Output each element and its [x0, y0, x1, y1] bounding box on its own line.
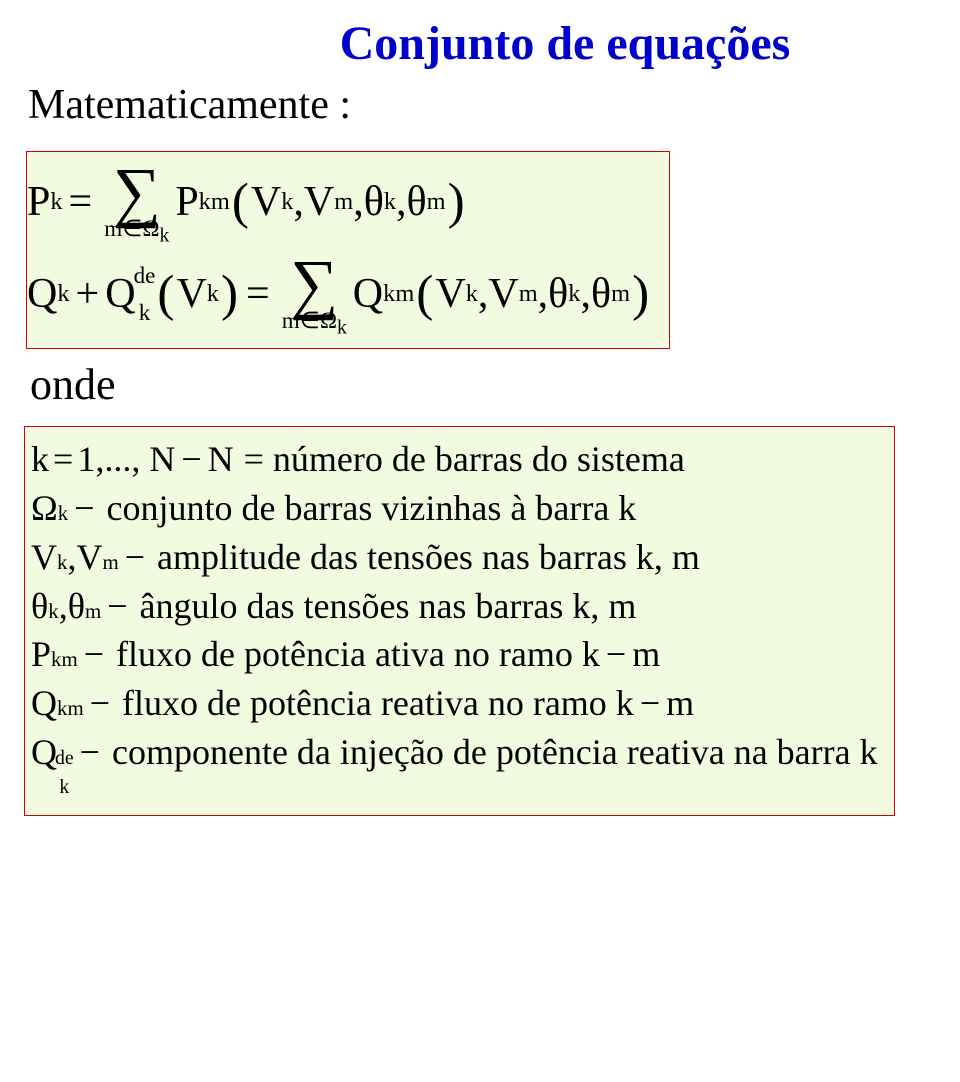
def5-dash2: −	[600, 636, 632, 673]
lparen-icon: (	[230, 179, 251, 225]
def-qkm: Qkm − fluxo de potência reativa no ramo …	[31, 685, 694, 722]
equation-2: Q k + Q de k ( Vk ) = ∑ m∈Ωk Q km ( Vk, …	[27, 256, 651, 332]
eq2-arg1: V	[435, 272, 465, 316]
eq1-arg1: V	[251, 180, 281, 224]
def6-dash: −	[84, 685, 116, 722]
comma: ,	[59, 588, 68, 625]
def3-dash: −	[119, 539, 151, 576]
def7-sub: k	[59, 779, 69, 796]
eq1-arg2: V	[304, 180, 334, 224]
slide-title: Conjunto de equações	[194, 16, 936, 71]
sum-limit-m: m	[104, 215, 122, 241]
equation-1: P k = ∑ m∈Ωk P km ( Vk, Vm, θk, θm )	[27, 164, 467, 240]
def4-text: ângulo das tensões nas barras k, m	[134, 588, 637, 625]
eq1-fun: P	[175, 180, 198, 224]
sum-limit-setsub: k	[337, 318, 347, 339]
sum-limit: m∈Ωk	[282, 309, 347, 332]
def1-text: = número de barras do sistema	[234, 441, 685, 478]
lparen-icon: (	[414, 271, 435, 317]
eq2-fun: Q	[353, 272, 383, 316]
eq2-lhs2: Q	[105, 272, 135, 316]
eq2-arg4: θ	[591, 272, 611, 316]
eq2-lhs2-arg: V	[176, 272, 206, 316]
definitions-block: k = 1,..., N − N = número de barras do s…	[24, 426, 895, 816]
sum-limit-m: m	[282, 307, 300, 333]
equations-block: P k = ∑ m∈Ωk P km ( Vk, Vm, θk, θm ) Q k…	[26, 151, 670, 349]
def-qde: Q de k − componente da injeção de potênc…	[31, 734, 878, 796]
def1-eq: =	[49, 441, 77, 478]
def6-dash2: −	[634, 685, 666, 722]
sum-symbol: ∑ m∈Ωk	[104, 164, 169, 240]
def6-sym: Q	[31, 685, 57, 722]
def-pkm: Pkm − fluxo de potência ativa no ramo k …	[31, 636, 660, 673]
def4-sym2: θ	[68, 588, 85, 625]
def5-tail: m	[632, 636, 660, 673]
def6-tail: m	[666, 685, 694, 722]
lparen-icon: (	[155, 271, 176, 317]
def5-sym: P	[31, 636, 51, 673]
rparen-icon: )	[446, 179, 467, 225]
def7-sup: de	[55, 750, 74, 767]
def4-dash: −	[101, 588, 133, 625]
eq1-arg4: θ	[407, 180, 427, 224]
def7-text: componente da injeção de potência reativ…	[106, 734, 878, 771]
eq2-lhs1: Q	[27, 272, 57, 316]
comma: ,	[478, 272, 489, 316]
sum-limit-setsub: k	[160, 226, 170, 247]
def-omega: Ω k − conjunto de barras vizinhas à barr…	[31, 490, 636, 527]
comma: ,	[396, 180, 407, 224]
intro-label: Matematicamente :	[28, 81, 936, 129]
def7-sym: Q	[31, 734, 57, 771]
onde-label: onde	[30, 359, 936, 410]
def5-text: fluxo de potência ativa no ramo k	[110, 636, 600, 673]
sum-limit: m∈Ωk	[104, 217, 169, 240]
eq1-arg3: θ	[364, 180, 384, 224]
sum-limit-in: ∈	[300, 307, 320, 333]
def-angles: θk, θm − ângulo das tensões nas barras k…	[31, 588, 636, 625]
def-k-range: k = 1,..., N − N = número de barras do s…	[31, 441, 685, 478]
def7-supsub: de k	[55, 750, 74, 796]
comma: ,	[580, 272, 591, 316]
eq2-lhs2-sub: k	[139, 303, 151, 323]
sum-limit-set: Ω	[142, 215, 159, 241]
def7-dash: −	[74, 734, 106, 771]
sum-limit-in: ∈	[122, 215, 142, 241]
def4-sym1: θ	[31, 588, 48, 625]
comma: ,	[67, 539, 76, 576]
comma: ,	[353, 180, 364, 224]
def2-dash: −	[68, 490, 100, 527]
def2-sym: Ω	[31, 490, 58, 527]
def1-N: N	[208, 441, 234, 478]
eq2-arg2: V	[488, 272, 518, 316]
eq2-arg3: θ	[548, 272, 568, 316]
eq1-lhs-var: P	[27, 180, 50, 224]
def1-range: 1,..., N	[77, 441, 175, 478]
def1-dash: −	[175, 441, 207, 478]
eq2-equals: =	[240, 272, 276, 316]
eq2-lhs2-supsub: de k	[134, 266, 156, 323]
comma: ,	[293, 180, 304, 224]
def-voltages: Vk, Vm − amplitude das tensões nas barra…	[31, 539, 700, 576]
plus-sign: +	[70, 272, 106, 316]
def1-lhs: k	[31, 441, 49, 478]
sum-symbol: ∑ m∈Ωk	[282, 256, 347, 332]
sigma-icon: ∑	[113, 164, 161, 221]
def5-dash: −	[78, 636, 110, 673]
def3-sym1: V	[31, 539, 57, 576]
def3-text: amplitude das tensões nas barras k, m	[151, 539, 700, 576]
def3-sym2: V	[76, 539, 102, 576]
sigma-icon: ∑	[290, 256, 338, 313]
def2-text: conjunto de barras vizinhas à barra k	[101, 490, 637, 527]
rparen-icon: )	[630, 271, 651, 317]
slide: Conjunto de equações Matematicamente : P…	[0, 0, 960, 1082]
comma: ,	[538, 272, 549, 316]
rparen-icon: )	[219, 271, 240, 317]
eq1-equals: =	[63, 180, 99, 224]
def6-text: fluxo de potência reativa no ramo k	[116, 685, 634, 722]
eq2-lhs2-sup: de	[134, 266, 156, 286]
sum-limit-set: Ω	[320, 307, 337, 333]
